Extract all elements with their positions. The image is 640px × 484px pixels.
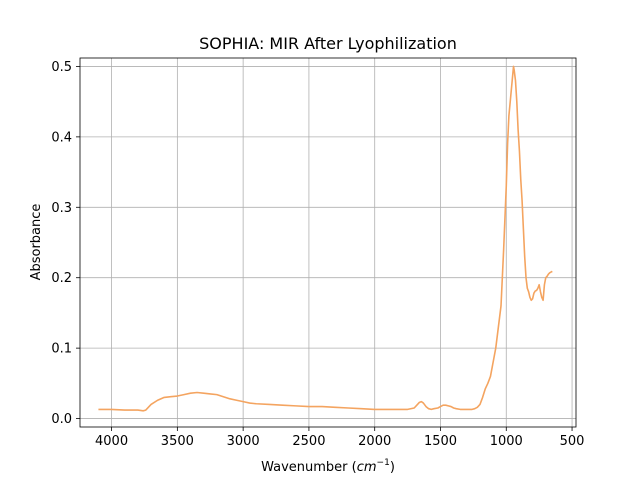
chart-title: SOPHIA: MIR After Lyophilization [199,34,457,53]
y-tick-label: 0.2 [51,271,72,286]
plot-frame [79,57,577,428]
x-axis-label-exponent: −1 [377,458,390,468]
y-tick-label: 0.5 [51,60,72,75]
axis-ticks: 4000 3500 3000 2500 2000 1500 1000 500 0.0 0.1 0.2… [51,60,584,449]
grid [80,58,576,427]
x-tick-label: 4000 [95,434,128,449]
x-tick-label: 1500 [424,434,457,449]
x-axis-label-suffix: ) [390,460,395,475]
x-tick-label: 3000 [227,434,260,449]
x-tick-label: 3500 [161,434,194,449]
series-layer [98,65,553,412]
y-tick-label: 0.1 [51,342,72,357]
x-axis-label-unit: cm [357,460,377,475]
y-axis-label: Absorbance [29,204,44,281]
y-tick-label: 0.0 [51,412,72,427]
y-tick-label: 0.4 [51,130,72,145]
x-tick-label: 1000 [490,434,523,449]
x-tick-label: 500 [560,434,585,449]
x-tick-label: 2500 [292,434,325,449]
y-tick-label: 0.3 [51,201,72,216]
x-axis-label: Wavenumber (cm−1) [261,458,395,475]
x-tick-label: 2000 [358,434,391,449]
x-axis-label-prefix: Wavenumber ( [261,460,357,475]
spectrum-line [98,65,553,412]
